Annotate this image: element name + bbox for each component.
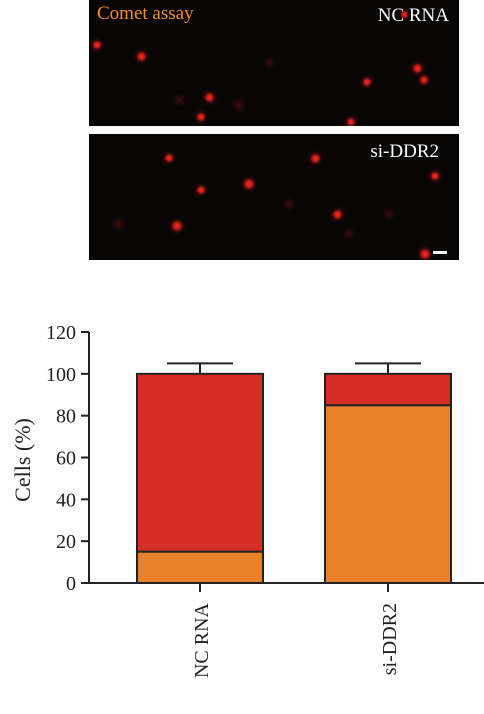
- cell-spot: [197, 113, 205, 121]
- cell-spot: [332, 209, 342, 219]
- cell-spot: [310, 153, 320, 163]
- plot-area: 0 20 40 60 80 100 120 NC RNA si-DDR2: [46, 322, 484, 678]
- bar-segment: [136, 372, 264, 553]
- y-tick-label: 100: [46, 364, 76, 386]
- y-tick-label: 0: [66, 573, 76, 595]
- y-tick-label: 60: [56, 448, 76, 470]
- cell-spot: [343, 228, 355, 240]
- y-tick-label: 40: [56, 489, 76, 511]
- panel-label-si-ddr2: si-DDR2: [370, 141, 439, 162]
- cell-spot: [283, 198, 295, 210]
- cell-spot: [112, 217, 126, 231]
- scale-bar: [433, 251, 447, 254]
- bar-segment: [136, 550, 264, 584]
- y-tick-label: 120: [46, 322, 76, 344]
- assay-title: Comet assay: [97, 3, 194, 24]
- micrograph-si-ddr2: si-DDR2: [89, 134, 459, 260]
- cell-spot: [383, 208, 395, 220]
- stacked-bar-chart: Cells (%) 0 20 40 60 80 100 120 NC RNA si-DDR2: [10, 322, 484, 678]
- bar-segment: [324, 372, 452, 407]
- y-tick-label: 80: [56, 406, 76, 428]
- x-tick-label: si-DDR2: [379, 603, 401, 675]
- cell-spot: [173, 94, 185, 106]
- micrograph-nc-rna: Comet assay NC RNA: [89, 0, 459, 126]
- x-tick-label: NC RNA: [191, 602, 213, 678]
- bar-segment: [324, 404, 452, 585]
- cell-spot: [172, 221, 182, 231]
- cell-spot: [197, 186, 205, 194]
- cell-spot: [244, 179, 254, 189]
- cell-spot: [93, 41, 101, 49]
- cell-spot: [204, 92, 214, 102]
- cell-spot: [165, 154, 173, 162]
- cell-spot: [412, 63, 422, 73]
- cell-spot: [420, 249, 430, 259]
- cell-spot: [431, 172, 439, 180]
- panel-label-nc-rna: NC RNA: [377, 5, 449, 26]
- cell-spot: [263, 56, 275, 68]
- cell-spot: [363, 78, 371, 86]
- cell-spot: [420, 76, 428, 84]
- y-tick-label: 20: [56, 531, 76, 553]
- y-axis-title: Cells (%): [10, 418, 35, 502]
- cell-spot: [347, 118, 355, 126]
- cell-spot: [400, 10, 408, 18]
- cell-spot: [232, 98, 246, 112]
- cell-spot: [136, 51, 146, 61]
